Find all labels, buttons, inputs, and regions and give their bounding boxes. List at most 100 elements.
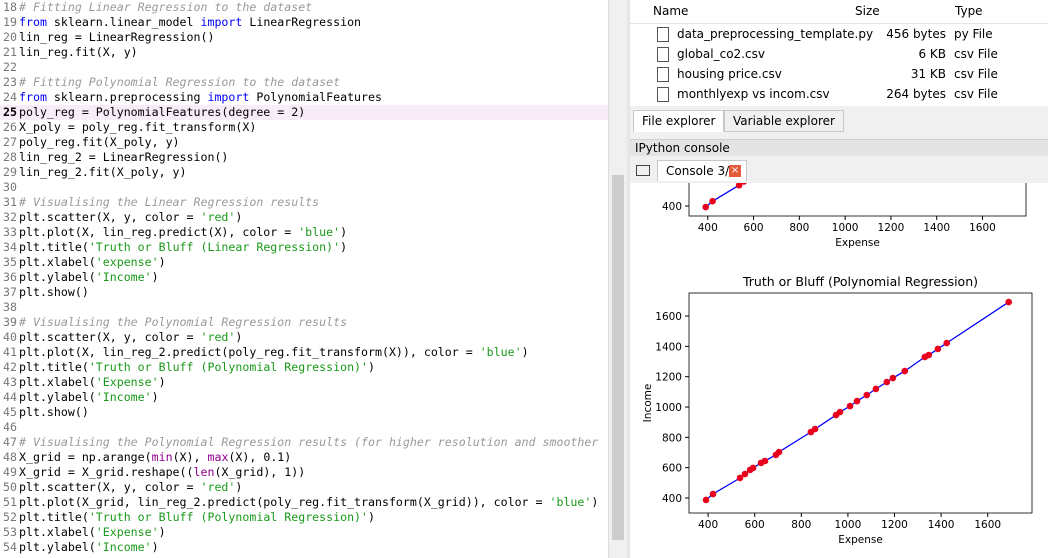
code-editor[interactable]: 18 # Fitting Linear Regression to the dat… (0, 0, 608, 558)
file-row[interactable]: housing price.csv 31 KB csv File (630, 64, 1048, 84)
column-header[interactable]: Type (955, 4, 983, 18)
data-point (836, 408, 844, 416)
code-line: 25 poly_reg = PolynomialFeatures(degree =… (0, 105, 608, 120)
data-point (709, 197, 716, 205)
y-tick-label: 400 (662, 201, 682, 213)
code-line: 34 plt.title('Truth or Bluff (Linear Regr… (0, 240, 608, 255)
column-header[interactable]: Size (855, 4, 880, 18)
data-point (863, 391, 871, 399)
line-number: 43 (3, 375, 17, 389)
x-tick-label: 1200 (878, 222, 905, 234)
data-point (735, 183, 743, 189)
line-number: 51 (3, 495, 17, 509)
data-point (775, 448, 783, 456)
code-line: 18 # Fitting Linear Regression to the dat… (0, 0, 608, 15)
code-line: 20 lin_reg = LinearRegression() (0, 30, 608, 45)
x-tick-label: 1400 (928, 519, 955, 531)
x-tick-label: 800 (789, 222, 809, 234)
code-line: 43 plt.xlabel('Expense') (0, 375, 608, 390)
x-tick-label: 400 (698, 519, 718, 531)
data-point (749, 464, 757, 472)
editor-scrollbar[interactable] (608, 0, 628, 558)
x-axis-label: Expense (838, 534, 883, 546)
close-icon[interactable]: × (729, 165, 741, 177)
line-number: 41 (3, 345, 17, 359)
code-text: # Fitting Polynomial Regression to the d… (19, 75, 341, 89)
line-number: 32 (3, 210, 17, 224)
x-tick-label: 1400 (923, 222, 950, 234)
line-number: 28 (3, 150, 17, 164)
file-row[interactable]: global_co2.csv 6 KB csv File (630, 44, 1048, 64)
data-point (702, 496, 710, 504)
y-tick-label: 1200 (655, 372, 682, 384)
code-line: 40 plt.scatter(X, y, color = 'red') (0, 330, 608, 345)
console-tab[interactable]: Console 3/A × (657, 160, 747, 181)
line-number: 21 (3, 45, 17, 59)
line-number: 45 (3, 405, 17, 419)
code-line: 36 plt.ylabel('Income') (0, 270, 608, 285)
code-text: plt.title('Truth or Bluff (Linear Regres… (19, 240, 348, 254)
code-line: 32 plt.scatter(X, y, color = 'red') (0, 210, 608, 225)
line-number: 50 (3, 480, 17, 494)
file-type: py File (954, 27, 993, 41)
header-divider (630, 23, 1048, 24)
code-text: poly_reg.fit(X_poly, y) (19, 135, 180, 149)
line-number: 39 (3, 315, 17, 329)
line-number: 53 (3, 525, 17, 539)
folder-icon[interactable] (636, 165, 650, 176)
column-header[interactable]: Name (653, 4, 689, 18)
line-number: 18 (3, 0, 17, 14)
data-point (934, 345, 942, 353)
file-icon (657, 87, 669, 102)
code-line: 37 plt.show() (0, 285, 608, 300)
file-row[interactable]: monthlyexp vs incom.csv 264 bytes csv File (630, 84, 1048, 104)
file-row[interactable]: data_preprocessing_template.py 456 bytes p… (630, 24, 1048, 44)
y-tick-label: 800 (662, 432, 682, 444)
code-text: # Visualising the Polynomial Regression … (19, 315, 348, 329)
code-text: plt.scatter(X, y, color = 'red') (19, 210, 243, 224)
x-tick-label: 600 (745, 519, 765, 531)
data-point (901, 367, 909, 375)
code-line: 44 plt.ylabel('Income') (0, 390, 608, 405)
x-tick-label: 1200 (881, 519, 908, 531)
line-number: 19 (3, 15, 17, 29)
code-line: 35 plt.xlabel('expense') (0, 255, 608, 270)
line-number: 27 (3, 135, 17, 149)
data-point (702, 203, 710, 211)
code-line: 24 from sklearn.preprocessing import Poly… (0, 90, 608, 105)
splitter[interactable] (627, 0, 630, 558)
file-size: 264 bytes (886, 87, 946, 101)
scroll-thumb[interactable] (612, 175, 624, 540)
file-name: global_co2.csv (677, 47, 765, 61)
line-number: 37 (3, 285, 17, 299)
code-text: X_poly = poly_reg.fit_transform(X) (19, 120, 257, 134)
data-point (709, 490, 717, 498)
code-text: plt.title('Truth or Bluff (Polynomial Re… (19, 360, 375, 374)
data-point (883, 378, 891, 386)
file-icon (657, 67, 669, 82)
file-name: housing price.csv (677, 67, 782, 81)
y-tick-label: 400 (662, 493, 682, 505)
code-text: plt.ylabel('Income') (19, 390, 159, 404)
code-text: X_grid = X_grid.reshape((len(X_grid), 1)… (19, 465, 306, 479)
plot-title: Truth or Bluff (Polynomial Regression) (742, 274, 978, 289)
code-text: from sklearn.linear_model import LinearR… (19, 15, 362, 29)
code-text: plt.ylabel('Income') (19, 270, 159, 284)
x-tick-label: 1600 (969, 222, 996, 234)
line-number: 20 (3, 30, 17, 44)
file-type: csv File (954, 67, 998, 81)
pane-tab[interactable]: Variable explorer (724, 110, 844, 132)
file-size: 456 bytes (886, 27, 946, 41)
code-line: 39 # Visualising the Polynomial Regressio… (0, 315, 608, 330)
data-point (925, 351, 933, 359)
line-number: 23 (3, 75, 17, 89)
code-text: plt.scatter(X, y, color = 'red') (19, 480, 243, 494)
file-size: 31 KB (910, 67, 946, 81)
line-number: 30 (3, 180, 17, 194)
plot-frame (688, 183, 1027, 217)
pane-tab[interactable]: File explorer (633, 110, 725, 132)
code-line: 31 # Visualising the Linear Regression re… (0, 195, 608, 210)
code-line: 41 plt.plot(X, lin_reg_2.predict(poly_reg… (0, 345, 608, 360)
code-line: 30 (0, 180, 608, 195)
